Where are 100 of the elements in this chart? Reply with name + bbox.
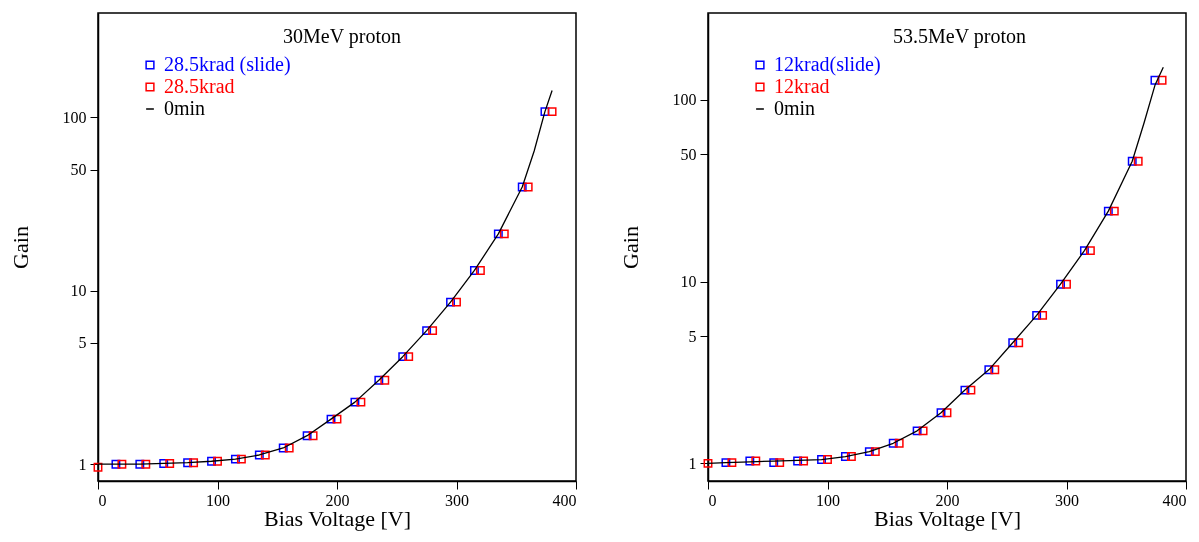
point xyxy=(721,458,731,468)
point xyxy=(864,447,874,457)
legend-label: 28.5krad (slide) xyxy=(164,53,291,76)
point xyxy=(308,431,318,441)
y-axis-title: Gain xyxy=(617,226,643,269)
point xyxy=(540,107,550,117)
point xyxy=(469,266,479,275)
point xyxy=(278,443,288,453)
point xyxy=(966,385,976,395)
y-tick-label: 50 xyxy=(680,145,697,163)
point xyxy=(213,456,222,466)
point xyxy=(422,326,432,336)
point xyxy=(888,438,898,448)
point xyxy=(236,454,246,464)
y-tick-label: 1 xyxy=(78,455,87,473)
point xyxy=(332,414,342,424)
point xyxy=(942,408,952,418)
point xyxy=(159,458,169,468)
point xyxy=(428,326,438,336)
y-tick-label: 5 xyxy=(78,334,87,352)
point xyxy=(374,375,384,385)
annotation: 30MeV proton xyxy=(283,25,401,48)
point xyxy=(1103,206,1113,216)
point xyxy=(751,456,761,466)
y-tick-label: 1 xyxy=(688,454,697,472)
point xyxy=(769,458,779,468)
legend-label: 12krad xyxy=(774,75,830,97)
x-tick-label: 100 xyxy=(206,491,230,509)
legend-label: 0min xyxy=(774,97,816,119)
y-tick-label: 100 xyxy=(62,108,87,126)
x-tick-label: 400 xyxy=(552,491,577,509)
point xyxy=(1109,206,1119,216)
point xyxy=(380,375,390,385)
x-tick-label: 300 xyxy=(1055,491,1079,509)
point xyxy=(840,452,850,462)
y-tick-label: 5 xyxy=(688,327,697,345)
point xyxy=(135,459,145,469)
point xyxy=(398,352,408,362)
point xyxy=(117,459,127,469)
x-tick-label: 400 xyxy=(1162,491,1187,509)
point xyxy=(894,438,904,448)
annotation: 53.5MeV proton xyxy=(893,25,1026,48)
point xyxy=(1085,246,1095,256)
point xyxy=(141,459,151,469)
point xyxy=(1008,338,1018,348)
legend-label: 12krad(slide) xyxy=(774,53,881,76)
x-tick-label: 0 xyxy=(98,491,107,509)
point xyxy=(230,454,240,464)
y-tick-label: 10 xyxy=(70,282,87,300)
point xyxy=(745,456,755,466)
x-tick-label: 300 xyxy=(445,491,469,509)
point xyxy=(1014,338,1024,348)
point xyxy=(499,229,509,239)
point xyxy=(207,456,216,466)
point xyxy=(799,456,809,466)
point xyxy=(960,385,970,395)
point xyxy=(1032,310,1042,320)
point xyxy=(404,352,414,362)
point xyxy=(493,229,503,239)
point xyxy=(1079,246,1089,256)
point xyxy=(727,458,737,468)
x-tick-label: 100 xyxy=(816,491,840,509)
point xyxy=(912,426,922,436)
point xyxy=(918,426,928,436)
point xyxy=(446,297,455,307)
point xyxy=(1133,156,1143,166)
point xyxy=(846,452,856,462)
legend-label: 28.5krad xyxy=(164,75,235,97)
point xyxy=(984,365,994,375)
point xyxy=(1038,310,1048,320)
point xyxy=(1150,75,1160,85)
point xyxy=(1062,279,1071,289)
x-tick-label: 0 xyxy=(708,491,717,509)
point xyxy=(1157,75,1167,85)
point xyxy=(111,459,121,469)
y-tick-label: 50 xyxy=(70,161,87,179)
point xyxy=(870,447,880,457)
point xyxy=(936,408,946,418)
y-tick-label: 100 xyxy=(672,91,697,109)
point xyxy=(523,182,533,192)
point xyxy=(823,455,832,464)
point xyxy=(775,458,785,468)
point xyxy=(326,414,336,424)
point xyxy=(260,450,270,460)
point xyxy=(165,458,175,468)
point xyxy=(452,297,461,307)
point xyxy=(817,455,826,464)
point xyxy=(517,182,527,192)
point xyxy=(547,107,557,117)
point xyxy=(475,266,485,275)
point xyxy=(356,397,366,407)
point xyxy=(183,458,193,468)
point xyxy=(284,443,294,453)
y-axis-title: Gain xyxy=(7,226,33,269)
point xyxy=(1056,279,1065,289)
point xyxy=(254,450,264,460)
point xyxy=(302,431,312,441)
legend-label: 0min xyxy=(164,97,206,119)
point xyxy=(350,397,360,407)
point xyxy=(793,456,803,466)
